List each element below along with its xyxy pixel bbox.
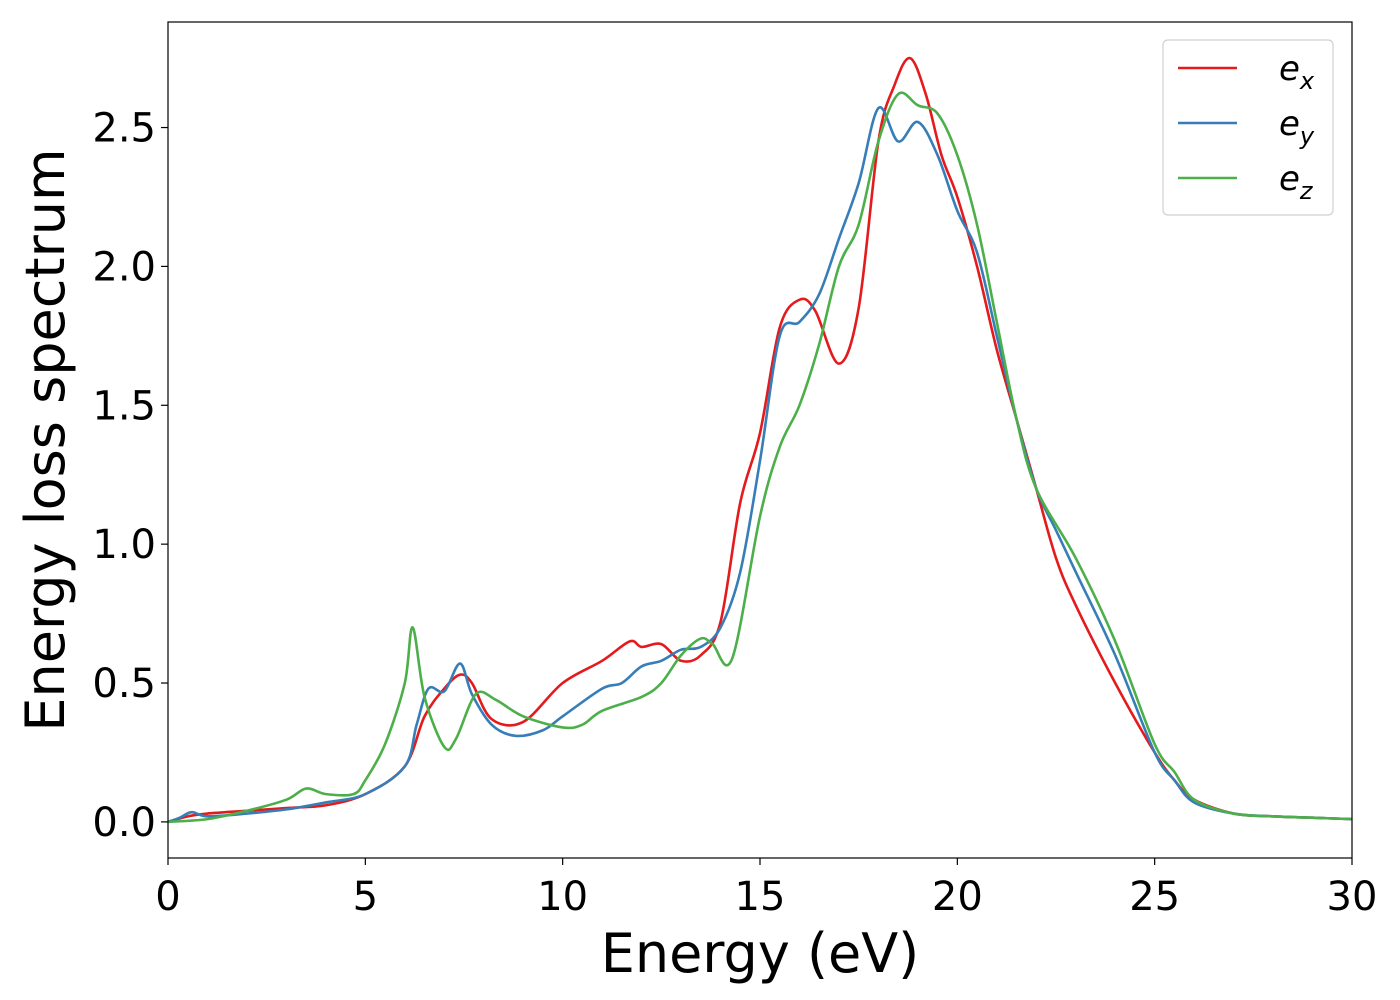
- y-tick-label: 2.0: [92, 244, 156, 290]
- y-tick-label: 0.5: [92, 661, 156, 707]
- x-tick-label: 25: [1129, 874, 1180, 920]
- x-tick-label: 10: [537, 874, 588, 920]
- x-tick-label: 30: [1327, 874, 1378, 920]
- series-layer: [168, 56, 1352, 824]
- x-axis-title: Energy (eV): [601, 922, 920, 985]
- legend-label-y: ey: [1279, 104, 1315, 150]
- series-line-x: [168, 56, 1352, 824]
- y-axis-title: Energy loss spectrum: [14, 148, 77, 731]
- legend-label-z: ez: [1279, 159, 1314, 205]
- legend-box: [1162, 39, 1334, 216]
- x-tick-label: 5: [353, 874, 378, 920]
- y-tick-label: 1.5: [92, 383, 156, 429]
- series-line-y: [168, 106, 1352, 824]
- series-line-z: [168, 91, 1352, 824]
- x-tick-label: 0: [155, 874, 180, 920]
- legend: ex ey ez: [1162, 39, 1334, 216]
- legend-label-x: ex: [1279, 49, 1315, 95]
- axes-layer: 0 5 10 15 20 25 30 0.0 0.5 1.0 1.5 2.0 2.5: [92, 21, 1378, 920]
- x-tick-label: 20: [932, 874, 983, 920]
- y-tick-label: 1.0: [92, 522, 156, 568]
- y-tick-label: 0.0: [92, 800, 156, 846]
- y-tick-label: 2.5: [92, 106, 156, 152]
- x-tick-label: 15: [735, 874, 786, 920]
